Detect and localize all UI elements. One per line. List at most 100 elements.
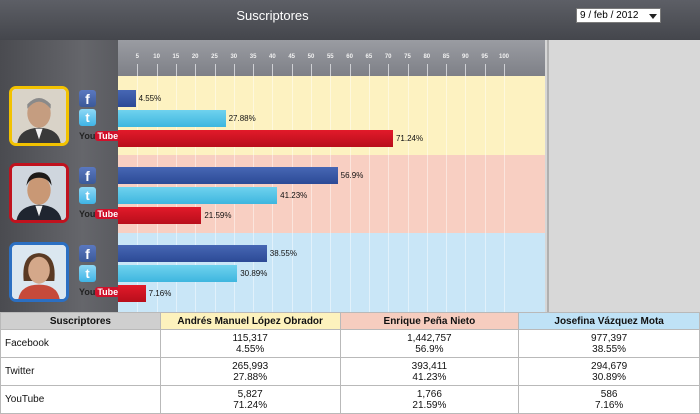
twitter-icon: t — [79, 187, 96, 204]
gridline — [388, 76, 390, 155]
scale-tick-line — [349, 64, 351, 76]
date-select[interactable]: 9 / feb / 2012 — [576, 8, 661, 23]
youtube-icon-you: You — [79, 287, 96, 297]
row-label-facebook: Facebook — [0, 329, 161, 358]
gridline — [349, 76, 351, 155]
table-header-row: Suscriptores Andrés Manuel López Obrador… — [0, 312, 700, 330]
youtube-icon-tube: Tube — [95, 287, 121, 297]
bar-facebook — [118, 245, 267, 262]
scale-tick-label: 40 — [269, 54, 276, 60]
gridline — [368, 233, 370, 312]
gridline — [426, 76, 428, 155]
cell-percent: 41.23% — [412, 371, 447, 383]
bar-facebook — [118, 167, 338, 184]
bar-youtube — [118, 207, 202, 224]
bar-value-label: 56.9% — [340, 171, 364, 180]
cell-percent: 4.55% — [235, 343, 265, 355]
scale-tick-label: 45 — [288, 54, 296, 60]
gridline — [484, 155, 486, 233]
avatar-lopez-obrador — [9, 86, 69, 146]
facebook-icon: f — [79, 90, 96, 107]
table-cell: 115,317 4.55% — [159, 329, 341, 358]
cell-count: 294,679 — [591, 360, 628, 372]
gridline — [465, 155, 467, 233]
bar-twitter — [118, 110, 226, 127]
bar-value-label: 4.55% — [138, 94, 162, 103]
scale-tick-label: 70 — [384, 54, 392, 60]
cell-percent: 38.55% — [592, 343, 627, 355]
scale-tick-label: 85 — [442, 54, 450, 60]
scale-tick-line — [407, 64, 409, 76]
gridline — [349, 155, 351, 233]
chevron-down-icon[interactable] — [649, 14, 657, 19]
cell-percent: 27.88% — [233, 371, 268, 383]
bar-value-label: 30.89% — [240, 269, 268, 278]
gridline — [426, 155, 428, 233]
portrait-lopez-obrador — [12, 89, 66, 143]
scale-tick-label: 10 — [153, 54, 160, 60]
facebook-icon: f — [79, 245, 96, 262]
bar-youtube — [118, 285, 146, 302]
youtube-icon-tube: Tube — [95, 131, 121, 141]
scale-tick-line — [137, 64, 139, 76]
gridline — [291, 233, 293, 312]
table-row: Facebook 115,317 4.55% 1,442,757 56.9% 977… — [0, 329, 700, 358]
scale-tick-line — [446, 64, 448, 76]
scale-tick-line — [272, 64, 274, 76]
scale-tick-label: 65 — [365, 54, 373, 60]
table-cell: 393,411 41.23% — [339, 357, 520, 386]
gridline — [465, 233, 467, 312]
avatar-pena-nieto — [9, 163, 69, 223]
scale-tick-line — [426, 64, 428, 76]
scale-tick-line — [330, 64, 332, 76]
gridline — [349, 233, 351, 312]
table-cell: 265,993 27.88% — [159, 357, 341, 386]
gridline — [465, 76, 467, 155]
scale-tick-label: 95 — [481, 54, 489, 60]
scale-tick-line — [484, 64, 486, 76]
gridline — [311, 155, 312, 233]
bar-twitter — [118, 265, 238, 282]
gridline — [272, 233, 274, 312]
bar-youtube — [118, 130, 393, 147]
gridline — [446, 155, 448, 233]
table-header-suscriptores: Suscriptores — [0, 312, 161, 330]
scale-tick-line — [175, 64, 177, 76]
youtube-icon-tube: Tube — [95, 209, 121, 219]
table-header-lopez-obrador: Andrés Manuel López Obrador — [159, 312, 341, 330]
youtube-icon: You Tube — [78, 207, 121, 221]
cell-percent: 21.59% — [412, 399, 447, 411]
cell-count: 5,827 — [237, 388, 263, 400]
bar-value-label: 38.55% — [269, 249, 297, 258]
bar-value-label: 27.88% — [228, 114, 256, 123]
youtube-icon-you: You — [79, 209, 96, 219]
portrait-pena-nieto — [12, 166, 66, 220]
gridline — [253, 76, 255, 155]
table-header-pena-nieto: Enrique Peña Nieto — [339, 312, 520, 330]
bar-value-label: 21.59% — [204, 211, 232, 220]
twitter-icon: t — [79, 265, 96, 282]
gridline — [484, 233, 486, 312]
gridline — [330, 233, 332, 312]
table-cell: 977,397 38.55% — [518, 329, 700, 358]
table-cell: 294,679 30.89% — [518, 357, 700, 386]
scale-tick-line — [465, 64, 467, 76]
gridline — [253, 233, 255, 312]
youtube-icon-you: You — [79, 131, 96, 141]
scale-tick-line — [291, 64, 293, 76]
gridline — [484, 76, 486, 155]
scale-tick-label: 60 — [346, 54, 353, 60]
cell-percent: 30.89% — [592, 371, 627, 383]
portrait-vazquez-mota — [12, 245, 66, 299]
scale-tick-label: 20 — [191, 54, 199, 60]
scale-tick-line — [504, 64, 505, 76]
table-cell: 1,442,757 56.9% — [339, 329, 520, 358]
cell-percent: 7.16% — [594, 399, 624, 411]
facebook-icon: f — [79, 167, 96, 184]
bar-twitter — [118, 187, 278, 204]
subscribers-table: Suscriptores Andrés Manuel López Obrador… — [0, 312, 700, 414]
scale-tick-label: 25 — [211, 54, 218, 60]
cell-count: 586 — [600, 388, 618, 400]
gridline — [407, 76, 409, 155]
